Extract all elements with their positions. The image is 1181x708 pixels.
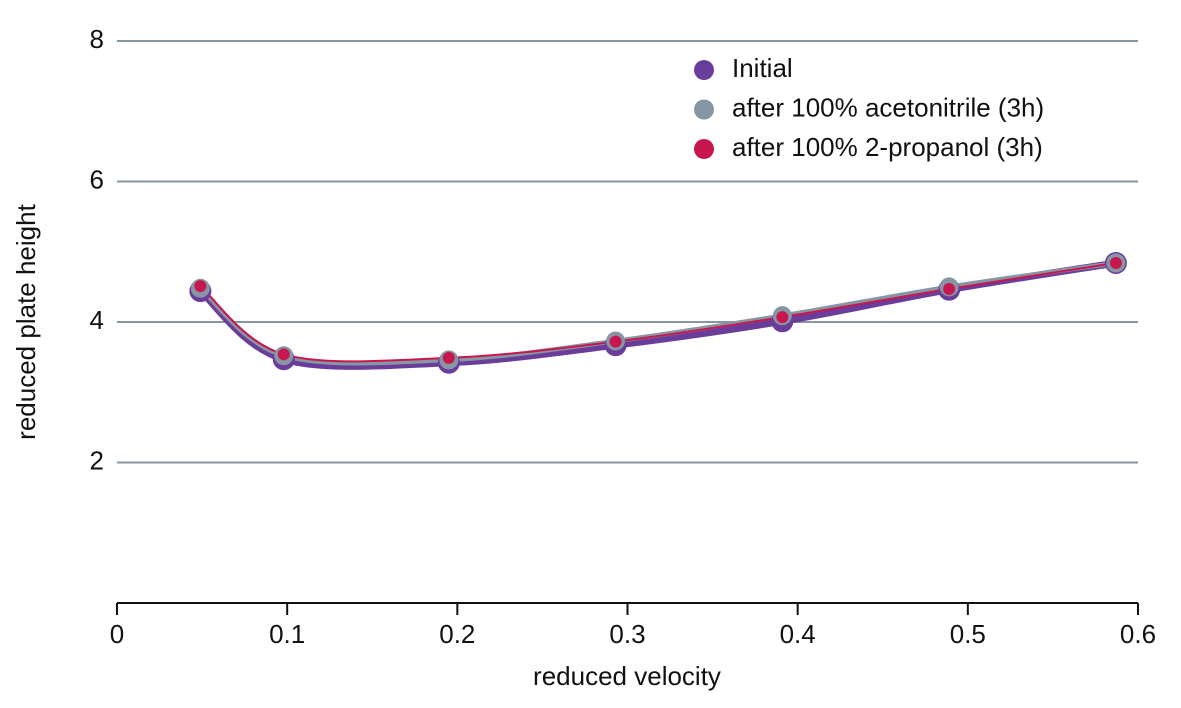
data-point [776, 311, 789, 324]
x-tick-label: 0.6 [1120, 619, 1156, 649]
x-tick-label: 0.3 [609, 619, 645, 649]
data-point [277, 348, 290, 361]
data-point [442, 351, 455, 364]
legend-marker [694, 139, 714, 159]
x-tick-label: 0 [110, 619, 124, 649]
data-point [194, 280, 207, 293]
legend-label: after 100% acetonitrile (3h) [732, 92, 1044, 122]
y-axis-label: reduced plate height [11, 203, 41, 439]
y-tick-label: 2 [90, 445, 104, 475]
x-tick-label: 0.1 [269, 619, 305, 649]
x-tick-label: 0.5 [950, 619, 986, 649]
data-point [1109, 256, 1122, 269]
series-line [198, 260, 1117, 366]
series-line [199, 262, 1117, 363]
x-tick-label: 0.2 [439, 619, 475, 649]
y-tick-label: 4 [90, 305, 104, 335]
data-point [609, 335, 622, 348]
data-point [943, 282, 956, 295]
y-tick-label: 6 [90, 164, 104, 194]
series-line [198, 259, 1117, 370]
legend-label: Initial [732, 53, 793, 83]
legend-marker [694, 99, 714, 120]
y-tick-label: 8 [90, 24, 104, 54]
legend-marker [694, 60, 714, 80]
x-axis-label: reduced velocity [533, 661, 721, 691]
legend-label: after 100% 2-propanol (3h) [732, 132, 1043, 162]
x-tick-label: 0.4 [780, 619, 816, 649]
